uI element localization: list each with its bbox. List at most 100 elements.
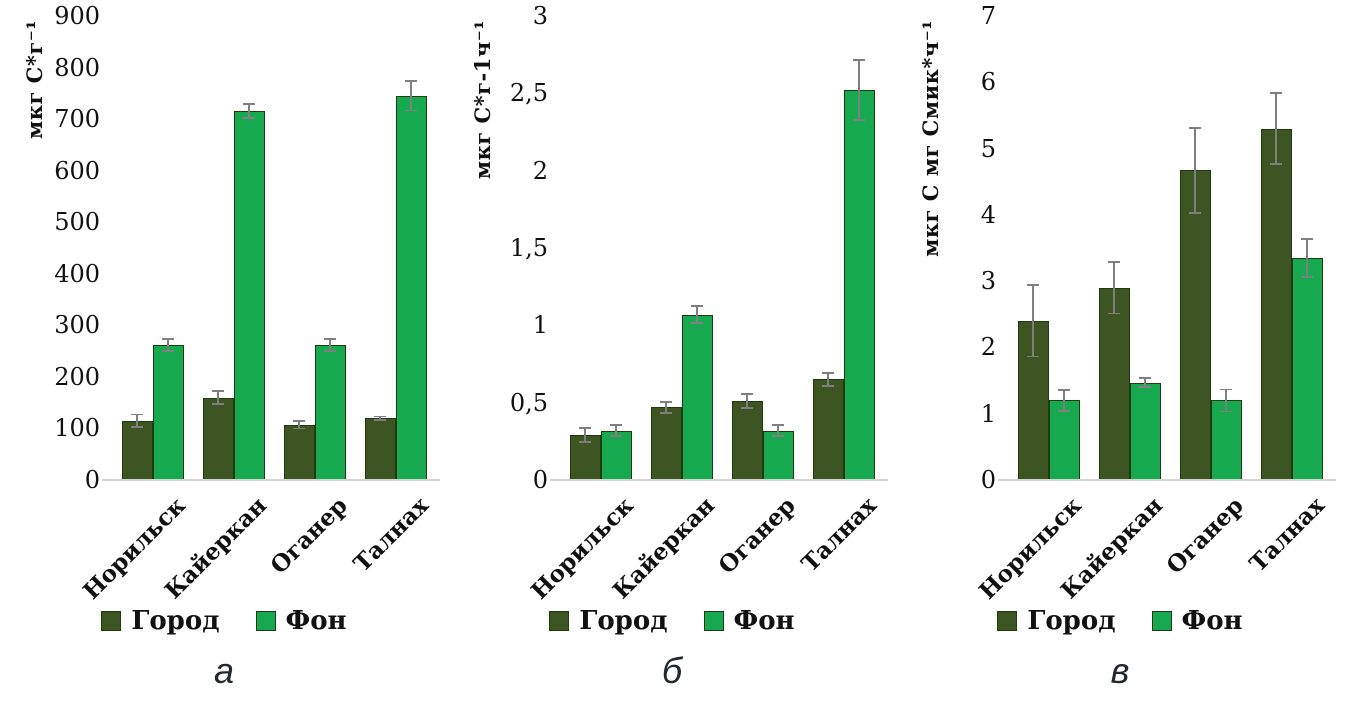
bar-slot bbox=[731, 16, 763, 480]
bar-Город-Талнах bbox=[812, 379, 844, 480]
y-tick-label: 0 bbox=[980, 466, 996, 494]
bar-slot bbox=[233, 16, 265, 480]
x-category-label: Талнах bbox=[796, 492, 882, 578]
y-tick-label: 1 bbox=[532, 311, 548, 340]
chart-legend: Город Фон bbox=[0, 606, 448, 636]
x-axis-line bbox=[102, 479, 440, 481]
y-tick-label: 0 bbox=[84, 466, 100, 494]
bar-slot bbox=[152, 16, 184, 480]
bar-Город-Кайеркан bbox=[650, 407, 682, 480]
bar-Фон-Оганер bbox=[762, 430, 794, 480]
bar-group bbox=[731, 16, 794, 480]
bar-group bbox=[283, 16, 346, 480]
bar-group bbox=[650, 16, 713, 480]
error-bar bbox=[822, 371, 834, 388]
bar-group bbox=[569, 16, 632, 480]
y-tick-label: 1 bbox=[980, 399, 996, 428]
legend-swatch-icon bbox=[1151, 611, 1172, 631]
error-bar bbox=[131, 413, 143, 429]
y-tick-label: 700 bbox=[54, 105, 100, 134]
error-bar bbox=[853, 59, 865, 122]
chart-panel-a: мкг С*г⁻¹ 0 100 200 300 400 500 600 700 800 900 Н… bbox=[0, 0, 448, 720]
y-tick-label: 4 bbox=[980, 200, 996, 229]
error-bar bbox=[374, 415, 386, 421]
legend-item-Фон: Фон bbox=[255, 606, 347, 636]
bar-slot bbox=[1017, 16, 1049, 480]
y-tick-label: 200 bbox=[54, 362, 100, 391]
error-bar bbox=[691, 305, 703, 324]
bar-Город-Кайеркан bbox=[1098, 287, 1130, 480]
y-tick-label: 600 bbox=[54, 156, 100, 185]
error-bar bbox=[610, 424, 622, 438]
bar-Город-Талнах bbox=[1260, 128, 1292, 480]
y-tick-label: 800 bbox=[54, 53, 100, 82]
legend-label: Город bbox=[579, 606, 668, 636]
bar-slot bbox=[364, 16, 396, 480]
bars-container bbox=[1008, 16, 1332, 480]
bar-Город-Оганер bbox=[283, 424, 315, 480]
plot-area: Норильск Кайеркан Оганер Талнах bbox=[974, 16, 1336, 605]
legend-item-Фон: Фон bbox=[703, 606, 795, 636]
bar-Фон-Оганер bbox=[1210, 400, 1242, 480]
bar-Фон-Норильск bbox=[600, 430, 632, 480]
plot-area: Норильск Кайеркан Оганер Талнах bbox=[78, 16, 440, 605]
chart-legend: Город Фон bbox=[448, 606, 896, 636]
legend-swatch-icon bbox=[101, 611, 122, 631]
bar-slot bbox=[314, 16, 346, 480]
bar-slot bbox=[1098, 16, 1130, 480]
bar-slot bbox=[283, 16, 315, 480]
bar-group bbox=[1179, 16, 1242, 480]
bar-slot bbox=[812, 16, 844, 480]
bar-group bbox=[121, 16, 184, 480]
error-bar bbox=[1189, 127, 1201, 214]
panel-letter: б bbox=[661, 650, 683, 691]
legend-swatch-icon bbox=[549, 611, 570, 631]
error-bar bbox=[162, 338, 174, 353]
bar-slot bbox=[1179, 16, 1211, 480]
legend-label: Фон bbox=[285, 606, 347, 636]
bar-slot bbox=[843, 16, 875, 480]
bar-Фон-Талнах bbox=[395, 95, 427, 480]
bars-container bbox=[112, 16, 436, 480]
legend-item-Фон: Фон bbox=[1151, 606, 1243, 636]
bar-slot bbox=[1129, 16, 1161, 480]
bar-slot bbox=[395, 16, 427, 480]
y-axis-ticks: 0 0,5 1 1,5 2 2,5 3 bbox=[448, 3, 548, 493]
y-tick-label: 900 bbox=[54, 2, 100, 30]
legend-swatch-icon bbox=[703, 611, 724, 631]
bar-Город-Оганер bbox=[1179, 170, 1211, 480]
chart-panel-b: мкг С*г-1ч⁻¹ 0 0,5 1 1,5 2 2,5 3 Норильск Кайер… bbox=[448, 0, 896, 720]
x-category-label: Оганер bbox=[713, 492, 801, 580]
bar-Город-Норильск bbox=[569, 435, 601, 480]
y-tick-label: 100 bbox=[54, 414, 100, 443]
bar-Фон-Норильск bbox=[1048, 400, 1080, 480]
chart-legend: Город Фон bbox=[896, 606, 1344, 636]
error-bar bbox=[1027, 284, 1039, 358]
error-bar bbox=[660, 401, 672, 414]
error-bar bbox=[1270, 92, 1282, 166]
panel-letter: а bbox=[213, 650, 235, 691]
y-axis-ticks: 0 1 2 3 4 5 6 7 bbox=[896, 3, 996, 493]
y-tick-label: 6 bbox=[980, 68, 996, 97]
bar-group bbox=[202, 16, 265, 480]
y-tick-label: 0 bbox=[532, 466, 548, 494]
legend-label: Город bbox=[1027, 606, 1116, 636]
bar-Город-Кайеркан bbox=[202, 397, 234, 480]
y-axis-ticks: 0 100 200 300 400 500 600 700 800 900 bbox=[0, 3, 100, 493]
y-tick-label: 2 bbox=[532, 156, 548, 185]
bar-slot bbox=[202, 16, 234, 480]
bar-Город-Оганер bbox=[731, 401, 763, 480]
y-tick-label: 500 bbox=[54, 208, 100, 237]
legend-swatch-icon bbox=[255, 611, 276, 631]
bar-slot bbox=[1260, 16, 1292, 480]
bar-slot bbox=[121, 16, 153, 480]
error-bar bbox=[405, 80, 417, 112]
bar-Фон-Талнах bbox=[843, 90, 875, 480]
x-axis-labels: Норильск Кайеркан Оганер Талнах bbox=[78, 480, 436, 605]
error-bar bbox=[772, 424, 784, 438]
y-tick-label: 3 bbox=[980, 267, 996, 296]
legend-label: Фон bbox=[1181, 606, 1243, 636]
y-tick-label: 2,5 bbox=[509, 79, 548, 108]
